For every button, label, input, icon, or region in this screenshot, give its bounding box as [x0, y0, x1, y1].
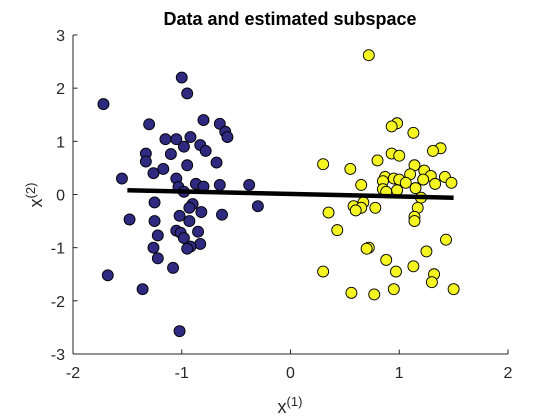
x-tick-label: 0 — [286, 365, 295, 382]
data-point-cluster2 — [369, 201, 382, 214]
data-point-cluster1 — [216, 208, 228, 221]
data-point-cluster1 — [167, 261, 180, 274]
data-point-cluster1 — [159, 133, 172, 146]
y-axis-label: x(2) — [23, 183, 46, 208]
data-point-cluster1 — [251, 200, 264, 213]
data-point-cluster2 — [387, 283, 400, 296]
x-tick-label: 2 — [504, 365, 513, 382]
x-tick-label: -1 — [175, 365, 189, 382]
data-point-cluster1 — [177, 232, 190, 245]
y-tick-label: -2 — [51, 294, 65, 311]
data-point-cluster1 — [175, 71, 188, 84]
data-point-cluster2 — [445, 176, 458, 189]
data-point-cluster2 — [440, 233, 452, 246]
data-point-cluster1 — [177, 140, 190, 153]
data-point-cluster1 — [181, 87, 194, 100]
data-point-cluster1 — [123, 213, 136, 226]
data-point-cluster1 — [115, 172, 128, 185]
data-point-cluster1 — [183, 201, 196, 214]
data-point-cluster1 — [148, 196, 161, 209]
x-tick-label: 1 — [395, 365, 404, 382]
y-tick-label: 3 — [56, 28, 65, 45]
data-point-cluster1 — [173, 209, 186, 222]
data-point-cluster1 — [151, 229, 164, 242]
data-point-cluster2 — [420, 245, 433, 258]
y-tick-label: 1 — [56, 134, 65, 151]
data-point-cluster1 — [195, 206, 208, 218]
data-point-cluster2 — [429, 177, 442, 190]
data-point-cluster2 — [447, 283, 460, 296]
data-point-cluster2 — [349, 204, 362, 217]
data-point-cluster2 — [393, 149, 406, 162]
y-tick-label: 2 — [56, 81, 65, 98]
data-point-cluster1 — [199, 144, 212, 157]
subspace-line — [127, 187, 454, 200]
data-point-cluster1 — [181, 159, 194, 172]
data-point-cluster2 — [317, 265, 330, 278]
data-point-cluster2 — [408, 215, 421, 228]
data-point-cluster1 — [183, 215, 196, 228]
data-point-cluster1 — [213, 178, 226, 191]
data-point-cluster2 — [409, 182, 422, 195]
data-point-cluster1 — [181, 242, 194, 255]
data-point-cluster2 — [427, 144, 439, 157]
data-point-cluster2 — [317, 158, 330, 171]
data-point-cluster2 — [345, 286, 358, 299]
data-point-cluster1 — [210, 156, 223, 169]
data-point-cluster1 — [194, 237, 207, 250]
data-point-cluster2 — [371, 154, 384, 167]
data-point-cluster1 — [148, 215, 161, 228]
data-point-cluster1 — [97, 98, 110, 111]
data-point-cluster1 — [221, 131, 234, 144]
data-point-cluster2 — [331, 224, 344, 237]
data-point-cluster2 — [385, 120, 398, 133]
data-point-cluster1 — [197, 114, 210, 127]
chart-title: Data and estimated subspace — [163, 9, 416, 29]
data-point-cluster1 — [243, 178, 256, 191]
data-point-cluster1 — [101, 269, 114, 282]
data-point-cluster1 — [192, 225, 205, 238]
x-tick-label: -2 — [66, 365, 80, 382]
y-tick-label: -1 — [51, 241, 65, 258]
data-point-cluster1 — [157, 163, 170, 175]
data-point-cluster2 — [368, 288, 381, 301]
data-point-cluster2 — [344, 163, 357, 175]
data-point-cluster2 — [407, 260, 420, 273]
data-point-cluster2 — [425, 276, 438, 289]
y-tick-label: 0 — [56, 188, 65, 205]
y-tick-label: -3 — [51, 347, 65, 364]
data-point-cluster1 — [147, 241, 160, 254]
data-point-cluster2 — [360, 242, 373, 255]
data-point-cluster2 — [390, 265, 402, 278]
data-point-cluster2 — [322, 206, 335, 219]
data-point-cluster1 — [184, 131, 197, 144]
data-point-cluster1 — [139, 155, 152, 168]
data-point-cluster1 — [147, 167, 160, 180]
data-point-cluster1 — [151, 252, 164, 265]
data-point-cluster2 — [380, 253, 393, 266]
data-point-cluster2 — [399, 176, 412, 189]
data-point-cluster2 — [355, 178, 368, 191]
data-point-cluster2 — [417, 173, 430, 186]
data-point-cluster1 — [143, 118, 156, 131]
data-point-cluster1 — [173, 325, 186, 338]
data-point-cluster2 — [407, 126, 420, 139]
x-axis-label: x(1) — [278, 394, 303, 417]
plot-area — [97, 49, 460, 338]
data-point-cluster1 — [164, 148, 177, 161]
data-point-cluster1 — [136, 283, 149, 296]
data-point-cluster2 — [362, 49, 375, 62]
